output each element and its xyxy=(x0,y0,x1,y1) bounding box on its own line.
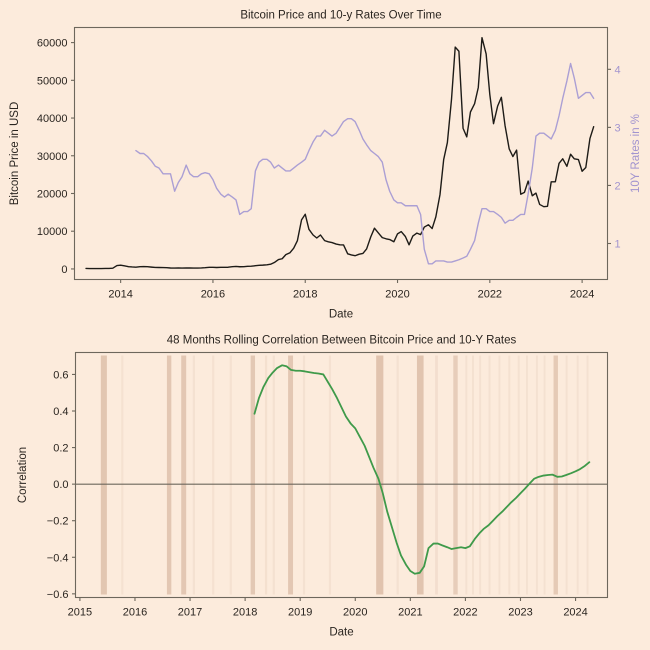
event-band xyxy=(435,356,438,595)
top-ytick-label-right: 1 xyxy=(615,239,621,251)
event-band xyxy=(508,356,510,595)
top-xtick-label: 2014 xyxy=(108,289,132,301)
top-xtick-label: 2016 xyxy=(201,289,225,301)
bottom-xtick-label: 2016 xyxy=(123,607,147,619)
bottom-ytick-label: 0.4 xyxy=(53,406,68,418)
bottom-chart-title: 48 Months Rolling Correlation Between Bi… xyxy=(167,335,517,347)
event-band xyxy=(167,356,171,595)
top-ytick-label-right: 4 xyxy=(615,64,621,76)
event-band xyxy=(518,356,520,595)
event-band xyxy=(303,356,305,595)
event-band xyxy=(329,356,331,595)
top-ytick-label-right: 2 xyxy=(615,180,621,192)
top-chart-axes: Bitcoin Price and 10-y Rates Over Time 2… xyxy=(9,10,642,321)
event-band xyxy=(526,356,528,595)
top-xtick-label: 2024 xyxy=(570,289,594,301)
top-ytick-label-left: 10000 xyxy=(37,226,68,238)
top-yaxis-label-left: Bitcoin Price in USD xyxy=(9,102,21,206)
top-ytick-label-left: 30000 xyxy=(37,151,68,163)
bottom-xtick-label: 2020 xyxy=(343,607,367,619)
event-band xyxy=(536,356,538,595)
bottom-xtick-label: 2015 xyxy=(68,607,92,619)
bottom-xtick-label: 2019 xyxy=(288,607,312,619)
bottom-ytick-label: 0.6 xyxy=(53,369,68,381)
event-band xyxy=(587,356,589,595)
top-yaxis-label-right: 10Y Rates in % xyxy=(630,114,642,193)
bottom-xtick-label: 2024 xyxy=(563,607,587,619)
bottom-ytick-label: −0.4 xyxy=(47,552,69,564)
bottom-ytick-label: 0.0 xyxy=(53,479,68,491)
bottom-xtick-label: 2023 xyxy=(508,607,532,619)
top-ytick-label-left: 20000 xyxy=(37,188,68,200)
event-band xyxy=(101,356,107,595)
top-ytick-label-left: 40000 xyxy=(37,113,68,125)
top-xtick-label: 2018 xyxy=(293,289,317,301)
event-band xyxy=(472,356,474,595)
top-xtick-label: 2022 xyxy=(478,289,502,301)
top-ytick-label-left: 0 xyxy=(61,264,67,276)
bottom-yaxis-label: Correlation xyxy=(17,447,29,503)
event-band xyxy=(273,356,275,595)
event-band xyxy=(288,356,293,595)
matplotlib-figure: Bitcoin Price and 10-y Rates Over Time 2… xyxy=(0,0,650,650)
top-chart-title: Bitcoin Price and 10-y Rates Over Time xyxy=(240,10,441,22)
figure-canvas: Bitcoin Price and 10-y Rates Over Time 2… xyxy=(0,0,650,650)
bottom-xtick-label: 2021 xyxy=(398,607,422,619)
event-band xyxy=(489,356,491,595)
event-band xyxy=(230,356,232,595)
top-plot-background xyxy=(75,28,608,280)
event-band xyxy=(397,356,399,595)
bottom-ytick-label: −0.2 xyxy=(47,516,69,528)
event-band xyxy=(251,356,255,595)
event-band xyxy=(121,356,123,595)
bottom-chart-axes: 48 Months Rolling Correlation Between Bi… xyxy=(17,335,608,639)
event-band xyxy=(212,356,214,595)
bottom-xtick-label: 2018 xyxy=(233,607,257,619)
top-xtick-label: 2020 xyxy=(385,289,409,301)
top-xaxis-label: Date xyxy=(329,309,353,321)
bottom-xtick-label: 2022 xyxy=(453,607,477,619)
event-band xyxy=(417,356,424,595)
event-band xyxy=(498,356,500,595)
event-band xyxy=(265,356,267,595)
bottom-xaxis-label: Date xyxy=(329,627,353,639)
event-band xyxy=(453,356,457,595)
bottom-ytick-label: 0.2 xyxy=(53,443,68,455)
top-ytick-label-left: 50000 xyxy=(37,75,68,87)
event-band xyxy=(181,356,186,595)
event-band xyxy=(577,356,579,595)
top-ytick-label-left: 60000 xyxy=(37,38,68,50)
event-band xyxy=(465,356,467,595)
event-band xyxy=(193,356,195,595)
bottom-xtick-label: 2017 xyxy=(178,607,202,619)
event-band xyxy=(479,356,481,595)
bottom-ytick-label: −0.6 xyxy=(47,589,69,601)
top-ytick-label-right: 3 xyxy=(615,122,621,134)
